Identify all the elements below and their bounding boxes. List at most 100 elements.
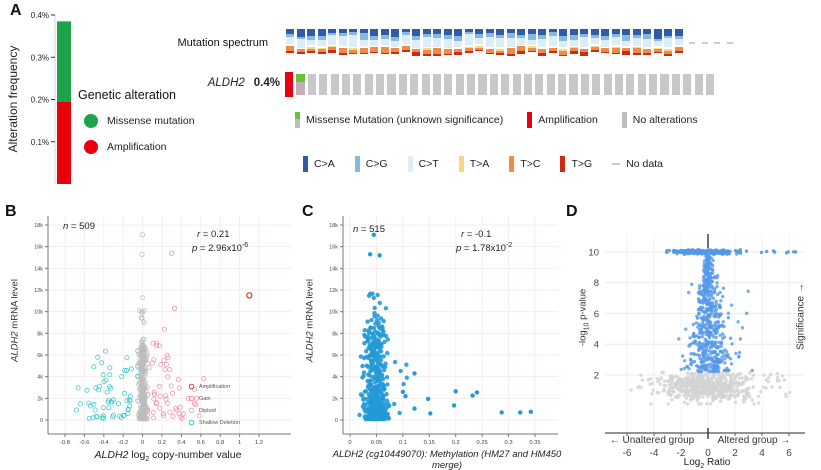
svg-text:6: 6: [594, 309, 599, 320]
svg-text:0.6: 0.6: [197, 440, 205, 446]
copy-number-vs-expression-scatter: -0.8 -0.6 -0.4 -0.2 0 0.2 0.4 0.6 0.8 1 1.2 0 2k 4k 6k…: [34, 216, 291, 446]
spectrum-column: [559, 29, 567, 56]
svg-text:1: 1: [238, 440, 241, 446]
spectrum-column: [590, 29, 599, 56]
gene-row-cell-none: [455, 74, 464, 95]
svg-text:14k: 14k: [34, 266, 43, 272]
legend-swatch: [509, 156, 515, 172]
gene-row-cell-none: [501, 74, 510, 95]
svg-text:-4: -4: [650, 448, 659, 459]
svg-text:0.35: 0.35: [529, 440, 540, 446]
svg-text:0.4%: 0.4%: [31, 11, 49, 20]
svg-text:0.3: 0.3: [505, 440, 513, 446]
spectrum-legend-item: T>C: [509, 156, 540, 172]
genetic-alteration-legend: Genetic alteration Missense mutation Ampl…: [78, 88, 195, 154]
no-data-dash: [726, 42, 733, 44]
svg-text:0.25: 0.25: [476, 440, 487, 446]
spectrum-column: [370, 29, 378, 56]
legend-item-label: No alterations: [632, 114, 698, 126]
svg-text:8k: 8k: [332, 331, 338, 337]
svg-text:4k: 4k: [37, 375, 43, 381]
alteration-legend-item: Amplification: [527, 112, 598, 128]
spectrum-column: [506, 29, 515, 56]
svg-text:12k: 12k: [34, 288, 43, 294]
mutation-spectrum-legend: C>A C>G C>T T>A T>C T>G No data: [303, 156, 663, 172]
svg-text:2k: 2k: [37, 396, 43, 402]
legend-swatch: [527, 112, 533, 128]
gene-row-cell-none: [683, 74, 692, 95]
svg-text:12k: 12k: [329, 288, 338, 294]
gene-row-cell-none: [580, 74, 589, 95]
panel-c-y-axis-label: ALDH2 mRNA level: [304, 279, 316, 362]
legend-swatch: [354, 156, 360, 172]
gene-row-cell-none: [523, 74, 533, 95]
svg-text:6: 6: [786, 448, 792, 459]
gene-row-cell-none: [660, 74, 669, 95]
gene-row-cell-none: [421, 74, 430, 95]
mutation-spectrum-label: Mutation spectrum: [177, 37, 268, 49]
spectrum-column: [485, 29, 494, 56]
alteration-legend-item: No alterations: [621, 112, 698, 128]
gene-row-cell-none: [535, 74, 544, 95]
no-data-dash: [689, 42, 695, 44]
legend-dash-swatch: [612, 163, 621, 165]
panel-d-label: D: [566, 203, 578, 220]
gene-row-cell-none: [410, 74, 419, 95]
gene-row-cell-none: [705, 74, 715, 95]
spectrum-column: [548, 29, 557, 56]
gene-row-cell-none: [637, 74, 646, 95]
svg-text:4: 4: [759, 448, 765, 459]
svg-text:4: 4: [594, 340, 599, 351]
genetic-alteration-legend-item: Amplification: [84, 140, 195, 154]
spectrum-column: [580, 29, 588, 57]
spectrum-column: [517, 29, 525, 56]
svg-text:8k: 8k: [37, 331, 43, 337]
legend-color-dot: [84, 114, 98, 128]
svg-text:0.05: 0.05: [371, 440, 382, 446]
panel-b-legend-item: Shallow Deletion: [188, 419, 240, 426]
legend-swatch: [303, 156, 308, 172]
legend-item-label: Missense mutation: [107, 115, 195, 127]
svg-text:0.2%: 0.2%: [31, 96, 49, 105]
gene-row-cell-none: [592, 74, 601, 95]
gene-row-cell-none: [387, 74, 396, 95]
legend-circle-swatch: [188, 395, 195, 402]
gene-row-cell-missense: [296, 74, 305, 95]
panel-b-legend-item: Gain: [188, 395, 240, 402]
spectrum-column: [338, 29, 347, 56]
legend-item-label: Amplification: [107, 141, 167, 153]
gene-row-cell-none: [432, 74, 442, 95]
methylation-vs-expression-scatter: 0 0.05 0.1 0.15 0.2 0.25 0.3 0.35 0 2k 4k 6k 8k 10k 12…: [329, 216, 558, 446]
spectrum-legend-item: No data: [612, 158, 663, 170]
svg-text:0.4: 0.4: [177, 440, 186, 446]
svg-text:0: 0: [141, 440, 144, 446]
svg-text:-2: -2: [677, 448, 686, 459]
gene-row-cell-none: [649, 74, 658, 95]
legend-swatch: [560, 156, 566, 172]
legend-item-label: Amplification: [199, 383, 231, 390]
panel-b-legend-item: Diploid: [188, 407, 240, 414]
svg-text:0.2: 0.2: [452, 440, 460, 446]
panel-b-label: B: [5, 203, 17, 220]
legend-swatch: [295, 112, 300, 128]
svg-text:0.15: 0.15: [424, 440, 435, 446]
panel-b-r-value: r = 0.21: [197, 229, 230, 240]
svg-text:-0.2: -0.2: [118, 440, 128, 446]
volcano-plot: -6 -4 -2 0 2 4 6 2 4 6 8 10: [588, 234, 805, 459]
alteration-frequency-bar-chart: 0.4% 0.3% 0.2% 0.1%: [31, 11, 71, 184]
alteration-legend-item: Missense Mutation (unknown significance): [295, 112, 503, 128]
gene-row-cell-none: [376, 74, 385, 95]
svg-text:16k: 16k: [34, 245, 43, 251]
spectrum-column: [328, 29, 336, 56]
svg-text:0.1%: 0.1%: [31, 138, 49, 147]
svg-text:0.1: 0.1: [399, 440, 407, 446]
panel-d-y-axis-label: -log10 p-value: [577, 288, 591, 347]
legend-item-label: Gain: [199, 395, 211, 402]
gene-row-cell-none: [512, 74, 521, 95]
panel-b-legend-item: Amplification: [188, 383, 240, 390]
svg-text:8: 8: [594, 278, 599, 289]
panel-c-x-axis-label: ALDH2 (cg10449070): Methylation (HM27 an…: [332, 449, 562, 470]
spectrum-legend-item: T>A: [458, 156, 489, 172]
spectrum-column: [359, 29, 368, 56]
